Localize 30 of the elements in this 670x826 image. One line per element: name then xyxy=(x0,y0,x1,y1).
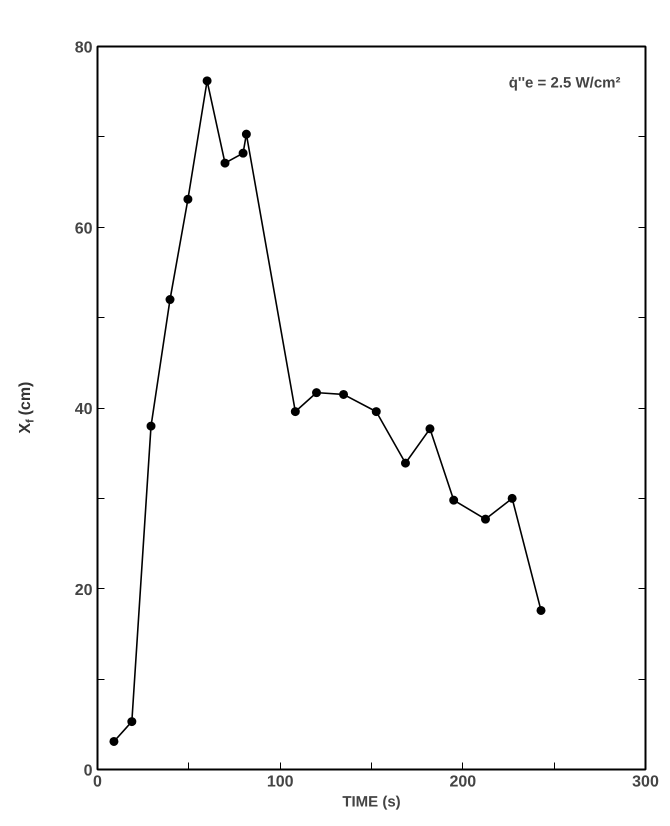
point xyxy=(220,158,230,168)
y-tick-label: 40 xyxy=(74,401,93,418)
point xyxy=(425,424,434,434)
y-axis-title: Xf (cm) xyxy=(17,382,36,434)
point xyxy=(202,76,212,86)
x-tick-label: 200 xyxy=(449,774,476,790)
x-axis-title: TIME (s) xyxy=(342,794,401,810)
annotation: q̇''e = 2.5 W/cm² xyxy=(508,74,621,92)
point xyxy=(242,130,251,139)
point xyxy=(372,407,381,416)
point xyxy=(480,514,490,524)
point xyxy=(166,295,175,304)
y-tick-label: 80 xyxy=(74,40,93,56)
y-tick-label: 60 xyxy=(74,220,93,238)
point xyxy=(400,458,410,468)
point xyxy=(536,606,546,615)
x-tick-label: 100 xyxy=(266,774,294,790)
point xyxy=(290,407,300,416)
point xyxy=(109,736,118,746)
x-tick-label: 300 xyxy=(632,774,659,790)
point xyxy=(127,717,136,726)
point xyxy=(238,148,248,158)
point xyxy=(508,494,517,503)
point xyxy=(339,390,348,399)
point xyxy=(146,422,156,431)
point xyxy=(312,388,322,398)
y-tick-label: 20 xyxy=(74,582,93,599)
point xyxy=(449,496,458,505)
y-tick-label: 0 xyxy=(84,762,93,780)
point xyxy=(183,194,192,204)
